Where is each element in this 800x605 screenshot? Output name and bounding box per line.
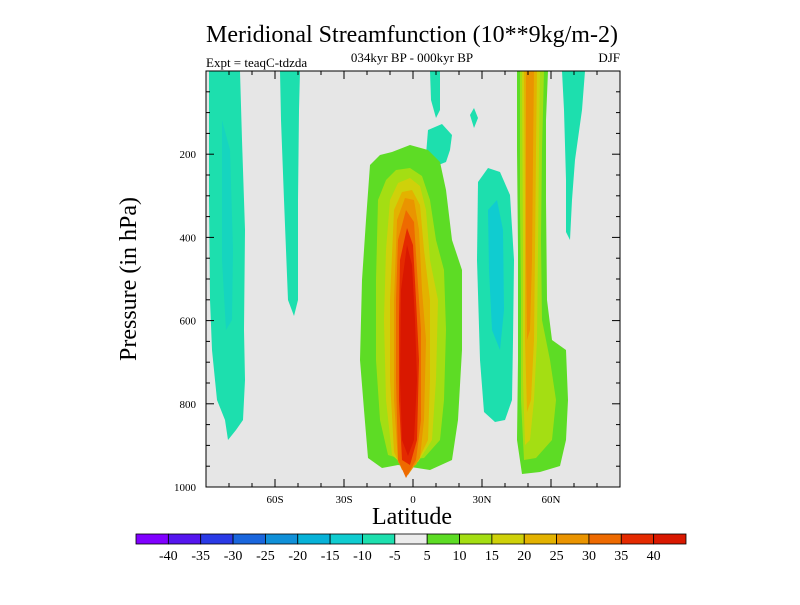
colorbar-label: 40 (647, 549, 661, 564)
y-tick-label: 1000 (174, 482, 197, 494)
colorbar: -40 -35 -30 -25 -20 -15 -10 -5 5 10 15 20 25 30 35 40 (135, 533, 687, 564)
colorbar-label: 25 (550, 549, 564, 564)
y-tick-label: 800 (180, 399, 197, 411)
colorbar-swatch (620, 533, 655, 545)
y-axis: 200 400 600 800 1000 (174, 91, 620, 494)
contour-sh-upper-band (280, 71, 300, 316)
y-tick-label: 600 (180, 316, 197, 328)
colorbar-label: 20 (517, 549, 531, 564)
colorbar-swatch (653, 533, 687, 545)
season-label: DJF (598, 50, 620, 65)
colorbar-swatch (394, 533, 428, 545)
x-tick-label: 60S (266, 494, 283, 506)
colorbar-label: 30 (582, 549, 596, 564)
colorbar-swatch (329, 533, 363, 545)
contour-eq-level-40 (400, 245, 417, 456)
x-tick-label: 0 (410, 494, 416, 506)
contour-nh-weak-inner (488, 200, 504, 350)
colorbar-swatch (265, 533, 299, 545)
colorbar-swatch (362, 533, 396, 545)
colorbar-label: -20 (288, 549, 307, 564)
colorbar-label: -35 (191, 549, 210, 564)
contour-nh-midlat-level-25 (526, 71, 534, 340)
contour-sh-polar-inner (222, 120, 233, 330)
x-tick-label: 60N (542, 494, 561, 506)
contour-nh-far-band (562, 71, 585, 240)
colorbar-swatch (426, 533, 460, 545)
colorbar-swatch (232, 533, 266, 545)
colorbar-swatch (588, 533, 622, 545)
colorbar-label: -40 (159, 549, 178, 564)
x-axis: 60S 30S 0 30N 60N (228, 71, 598, 506)
contour-small-blob (470, 108, 478, 128)
colorbar-label: -30 (224, 549, 243, 564)
colorbar-label: -10 (353, 549, 372, 564)
colorbar-label: -5 (389, 549, 401, 564)
x-tick-label: 30S (335, 494, 352, 506)
y-axis-label: Pressure (in hPa) (116, 197, 142, 361)
colorbar-label: -25 (256, 549, 275, 564)
x-tick-label: 30N (473, 494, 492, 506)
colorbar-swatch (200, 533, 234, 545)
colorbar-label: -15 (321, 549, 340, 564)
colorbar-swatch (459, 533, 493, 545)
colorbar-swatch (523, 533, 557, 545)
colorbar-swatch (167, 533, 202, 545)
colorbar-label: 35 (614, 549, 628, 564)
y-tick-label: 400 (180, 232, 197, 244)
colorbar-swatch (297, 533, 331, 545)
colorbar-label: 10 (453, 549, 467, 564)
contour-fills (209, 71, 585, 478)
x-axis-label: Latitude (372, 504, 452, 530)
colorbar-swatch (135, 533, 169, 545)
colorbar-swatch (491, 533, 525, 545)
colorbar-label: 15 (485, 549, 499, 564)
colorbar-swatch (556, 533, 590, 545)
contour-eq-upper-blob (430, 71, 440, 118)
experiment-label: Expt = teaqC-tdzda (206, 55, 307, 70)
chart-subtitle: 034kyr BP - 000kyr BP (351, 50, 473, 65)
colorbar-label: 5 (424, 549, 431, 564)
y-tick-label: 200 (180, 149, 197, 161)
chart-title: Meridional Streamfunction (10**9kg/m-2) (206, 22, 618, 48)
